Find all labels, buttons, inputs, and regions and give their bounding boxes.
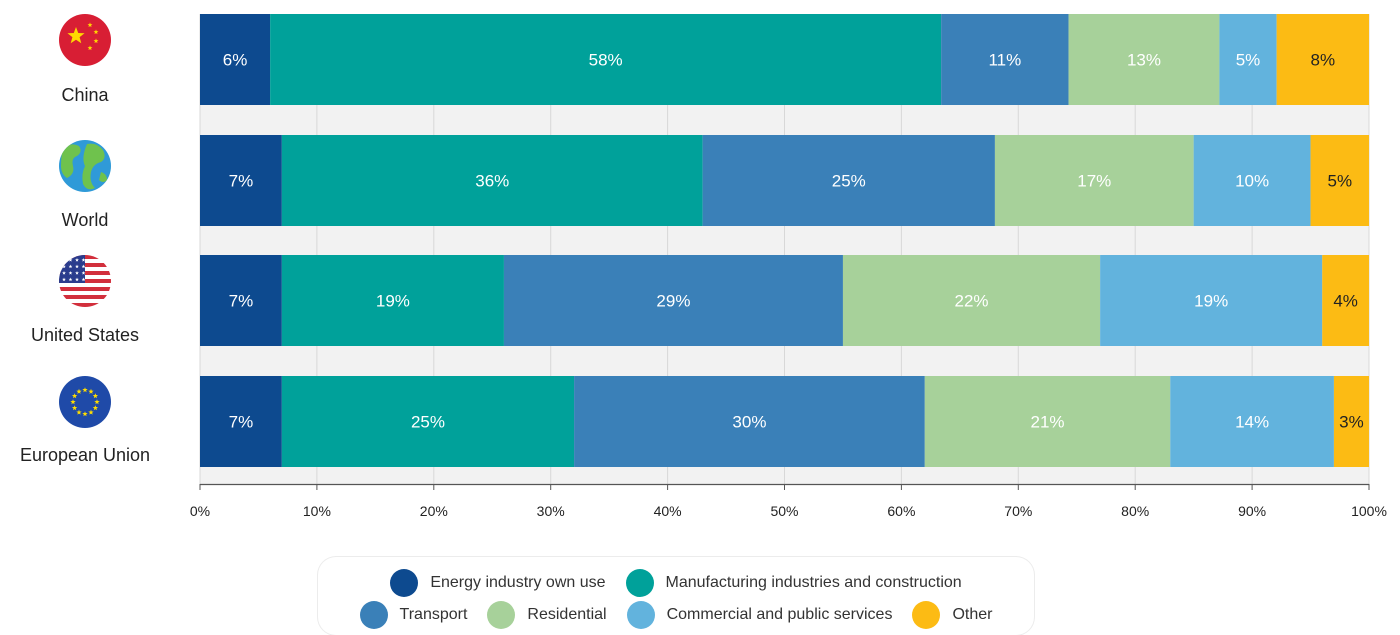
x-tick-label: 80% xyxy=(1121,503,1149,519)
bar-value-label: 30% xyxy=(732,413,766,432)
bar-value-label: 6% xyxy=(223,51,248,70)
category-label: China xyxy=(61,85,109,105)
category-label: United States xyxy=(31,325,139,345)
stacked-bar-chart: 6% 58% 11% 13% 5% 8% 7% 36% 25% 17% 10% 5% 7% 19% 29% 2… xyxy=(0,0,1400,560)
bar-value-label: 3% xyxy=(1339,413,1364,432)
bar-value-label: 7% xyxy=(229,413,254,432)
x-tick-label: 0% xyxy=(190,503,210,519)
bar-value-label: 7% xyxy=(229,292,254,311)
x-tick-label: 100% xyxy=(1351,503,1387,519)
bar-value-label: 29% xyxy=(656,292,690,311)
bar-value-label: 17% xyxy=(1077,172,1111,191)
legend-swatch xyxy=(912,601,940,629)
x-tick-label: 40% xyxy=(654,503,682,519)
x-tick-label: 10% xyxy=(303,503,331,519)
bar-value-label: 14% xyxy=(1235,413,1269,432)
bar-value-label: 10% xyxy=(1235,172,1269,191)
us-flag-icon xyxy=(59,255,111,307)
legend-item: Commercial and public services xyxy=(627,601,893,629)
bar-value-label: 5% xyxy=(1327,172,1352,191)
bar-value-label: 22% xyxy=(955,292,989,311)
bar-value-label: 5% xyxy=(1236,51,1261,70)
bar-value-label: 21% xyxy=(1031,413,1065,432)
legend-label: Other xyxy=(952,606,992,624)
bar-value-label: 7% xyxy=(229,172,254,191)
legend-label: Manufacturing industries and constructio… xyxy=(666,574,962,592)
bar-value-label: 58% xyxy=(589,51,623,70)
legend-item: Other xyxy=(912,601,992,629)
bar-value-label: 25% xyxy=(832,172,866,191)
x-tick-label: 20% xyxy=(420,503,448,519)
legend-row: Energy industry own use Manufacturing ind… xyxy=(318,569,1034,597)
category-label: European Union xyxy=(20,445,150,465)
legend-row: Transport Residential Commercial and publi… xyxy=(318,601,1034,629)
legend-swatch xyxy=(360,601,388,629)
world-globe-icon xyxy=(59,140,111,192)
x-tick-label: 90% xyxy=(1238,503,1266,519)
bar-value-label: 36% xyxy=(475,172,509,191)
bar-value-label: 4% xyxy=(1333,292,1358,311)
legend-swatch xyxy=(487,601,515,629)
legend-item: Energy industry own use xyxy=(390,569,605,597)
x-tick-label: 60% xyxy=(887,503,915,519)
legend-label: Residential xyxy=(527,606,606,624)
bar-value-label: 25% xyxy=(411,413,445,432)
bar-value-label: 19% xyxy=(376,292,410,311)
category-label: World xyxy=(62,210,109,230)
legend-swatch xyxy=(390,569,418,597)
x-tick-label: 30% xyxy=(537,503,565,519)
eu-flag-icon xyxy=(59,376,111,428)
legend-label: Transport xyxy=(400,606,468,624)
bar-value-label: 11% xyxy=(988,51,1021,70)
legend-label: Commercial and public services xyxy=(667,606,893,624)
x-tick-label: 70% xyxy=(1004,503,1032,519)
x-tick-label: 50% xyxy=(770,503,798,519)
chart-legend: Energy industry own use Manufacturing ind… xyxy=(318,557,1034,635)
china-flag-icon xyxy=(59,14,111,66)
legend-item: Manufacturing industries and constructio… xyxy=(626,569,962,597)
legend-label: Energy industry own use xyxy=(430,574,605,592)
bar-value-label: 19% xyxy=(1194,292,1228,311)
legend-item: Residential xyxy=(487,601,606,629)
legend-swatch xyxy=(626,569,654,597)
legend-swatch xyxy=(627,601,655,629)
legend-item: Transport xyxy=(360,601,468,629)
bar-value-label: 13% xyxy=(1127,51,1161,70)
bar-value-label: 8% xyxy=(1311,51,1336,70)
